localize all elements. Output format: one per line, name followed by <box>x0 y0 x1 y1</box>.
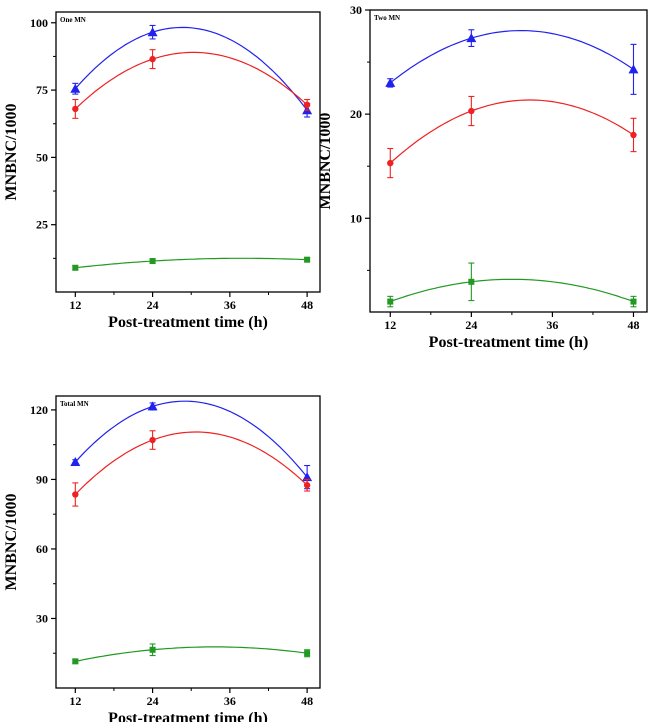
data-point-square <box>149 258 156 265</box>
green-series <box>72 643 311 665</box>
data-point-square <box>72 658 79 665</box>
green-series-fit-line <box>390 278 634 303</box>
y-axis-title: MNBNC/1000 <box>317 113 334 210</box>
panel-title: Total MN <box>60 400 89 408</box>
y-tick-label: 90 <box>36 472 48 486</box>
data-point-circle <box>303 482 311 489</box>
data-point-circle <box>303 101 311 109</box>
y-tick-label: 60 <box>36 542 48 556</box>
data-point-square <box>304 650 311 657</box>
data-point-triangle <box>385 77 396 87</box>
blue-series <box>70 400 313 490</box>
y-tick-label: 30 <box>350 3 362 17</box>
x-tick-label: 48 <box>627 318 639 332</box>
x-tick-label: 36 <box>224 298 236 312</box>
data-point-circle <box>149 436 156 444</box>
y-tick-label: 100 <box>30 16 48 30</box>
data-point-circle <box>630 131 637 139</box>
blue-series-fit-line <box>389 30 634 84</box>
data-point-circle <box>72 491 79 498</box>
data-point-square <box>387 298 394 305</box>
panel-title: One MN <box>60 16 86 24</box>
x-tick-label: 36 <box>224 694 236 708</box>
x-tick-label: 48 <box>301 298 313 312</box>
panel-title: Two MN <box>374 14 400 22</box>
red-series-fit-line <box>74 51 308 110</box>
x-axis-title: Post-treatment time (h) <box>108 710 268 722</box>
chart-panel-1: 12 24 36 48 25 50 75 100 Post-treatment time (h)… <box>3 11 321 331</box>
red-series <box>72 430 311 507</box>
data-point-triangle <box>70 457 81 467</box>
x-tick-label: 36 <box>546 318 558 332</box>
red-series-fit-line <box>74 431 308 495</box>
data-point-square <box>149 646 156 653</box>
blue-series <box>385 29 639 95</box>
plot-frame <box>55 395 321 689</box>
data-point-circle <box>72 105 79 113</box>
y-tick-label: 10 <box>350 211 362 225</box>
green-series-fit-line <box>75 646 308 662</box>
green-series <box>72 256 311 271</box>
x-tick-label: 12 <box>69 694 81 708</box>
data-point-circle <box>149 55 156 63</box>
x-tick-label: 24 <box>147 298 159 312</box>
y-tick-label: 75 <box>36 83 48 97</box>
data-point-triangle <box>147 27 158 37</box>
green-series <box>387 262 637 308</box>
plot-frame <box>55 11 321 293</box>
x-tick-label: 24 <box>465 318 477 332</box>
data-point-triangle <box>147 401 158 411</box>
x-tick-label: 12 <box>384 318 396 332</box>
plot-frame <box>369 9 648 313</box>
blue-series <box>70 24 313 118</box>
data-point-square <box>304 256 311 263</box>
x-tick-label: 48 <box>301 694 313 708</box>
red-series <box>72 49 311 119</box>
y-tick-label: 30 <box>36 611 48 625</box>
chart-panel-3: 12 24 36 48 30 60 90 120 Post-treatment time (h)… <box>3 395 321 722</box>
chart-panel-2: 12 24 36 48 10 20 30 Post-treatment time (h) MNB… <box>317 3 648 351</box>
data-point-triangle <box>466 33 477 43</box>
x-tick-label: 12 <box>69 298 81 312</box>
data-point-circle <box>387 159 394 167</box>
blue-series-fit-line <box>74 26 308 111</box>
data-point-square <box>72 264 79 271</box>
y-tick-label: 50 <box>36 150 48 164</box>
y-tick-label: 120 <box>30 403 48 417</box>
y-tick-label: 20 <box>350 107 362 121</box>
data-point-square <box>468 278 475 285</box>
y-axis-title: MNBNC/1000 <box>3 104 20 201</box>
green-series-fit-line <box>75 257 308 269</box>
blue-series-fit-line <box>74 400 308 478</box>
data-point-triangle <box>302 472 313 482</box>
data-point-square <box>630 298 637 305</box>
red-series <box>387 95 637 179</box>
x-axis-title: Post-treatment time (h) <box>108 314 268 331</box>
red-series-fit-line <box>389 99 634 164</box>
y-tick-label: 25 <box>36 218 48 232</box>
data-point-triangle <box>628 64 639 74</box>
x-tick-label: 24 <box>147 694 159 708</box>
data-point-circle <box>468 107 475 115</box>
data-point-triangle <box>70 83 81 93</box>
y-axis-title: MNBNC/1000 <box>3 494 20 591</box>
x-axis-title: Post-treatment time (h) <box>429 334 589 351</box>
